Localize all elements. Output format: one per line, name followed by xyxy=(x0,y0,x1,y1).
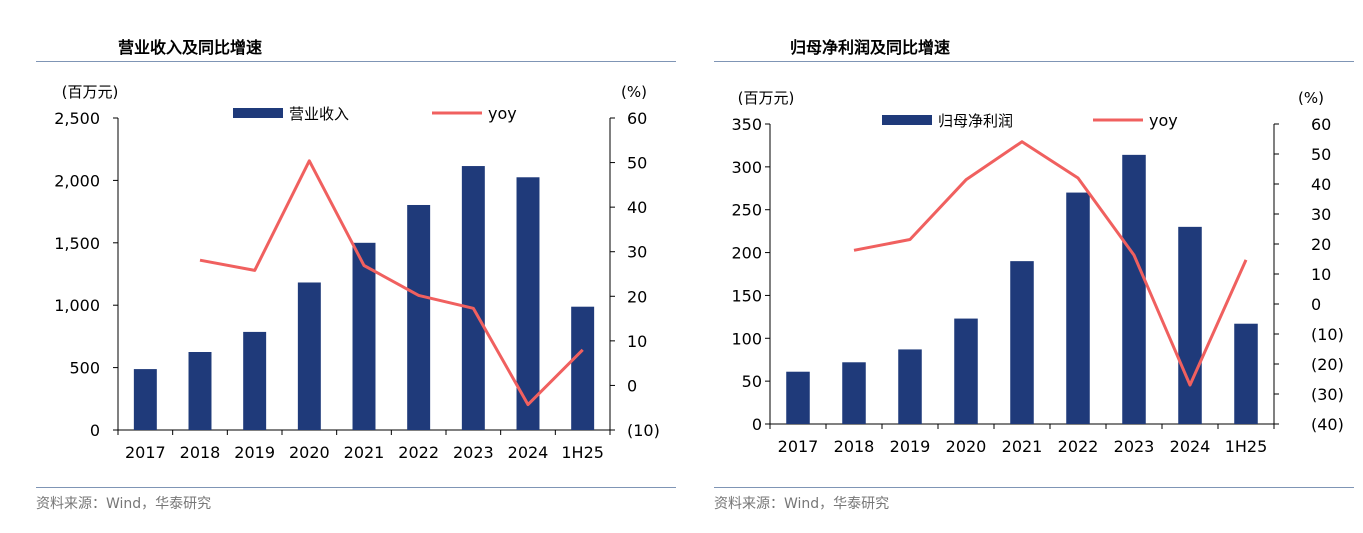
left-tick-label: 1,500 xyxy=(54,234,100,253)
category-label: 2017 xyxy=(125,443,166,462)
category-label: 2024 xyxy=(1170,437,1211,456)
category-label: 2020 xyxy=(289,443,330,462)
right-tick-label: (10) xyxy=(627,421,660,440)
left-tick-label: 250 xyxy=(731,201,762,220)
bar xyxy=(954,318,978,424)
right-tick-label: 40 xyxy=(627,198,647,217)
legend-line-label: yoy xyxy=(1149,111,1178,130)
bar xyxy=(1122,154,1146,424)
category-label: 2021 xyxy=(344,443,385,462)
left-tick-label: 350 xyxy=(731,115,762,134)
left-tick-label: 1,000 xyxy=(54,296,100,315)
title-rule xyxy=(714,61,1354,62)
right-tick-label: 30 xyxy=(627,243,647,262)
left-tick-label: 300 xyxy=(731,158,762,177)
category-label: 1H25 xyxy=(1225,437,1268,456)
chart-title: 归母净利润及同比增速 xyxy=(790,38,951,57)
left-tick-label: 50 xyxy=(742,372,762,391)
bar xyxy=(516,177,540,430)
legend-bar-swatch xyxy=(882,115,932,125)
left-tick-label: 2,000 xyxy=(54,171,100,190)
right-tick-label: 10 xyxy=(627,332,647,351)
source-rule xyxy=(36,487,676,488)
right-tick-label: 60 xyxy=(1311,115,1331,134)
category-label: 2019 xyxy=(890,437,931,456)
category-label: 2017 xyxy=(778,437,819,456)
bar xyxy=(786,371,810,424)
right-tick-label: 40 xyxy=(1311,175,1331,194)
chart-title: 营业收入及同比增速 xyxy=(118,38,263,57)
bar xyxy=(188,352,212,430)
bar xyxy=(407,204,431,430)
right-tick-label: 10 xyxy=(1311,265,1331,284)
bar xyxy=(243,331,267,430)
bar xyxy=(1010,261,1034,424)
bar xyxy=(352,242,376,430)
bar xyxy=(1178,226,1202,424)
left-tick-label: 500 xyxy=(69,359,100,378)
category-label: 2023 xyxy=(1114,437,1155,456)
right-tick-label: 50 xyxy=(1311,145,1331,164)
bar xyxy=(1234,323,1258,424)
left-tick-label: 150 xyxy=(731,286,762,305)
yoy-line xyxy=(199,159,584,407)
chart-panel-net-profit: 归母净利润及同比增速 0 50 100 150 200 250 300 350 (40) (30)… xyxy=(700,0,1363,533)
legend-line-label: yoy xyxy=(488,104,517,123)
right-tick-label: 50 xyxy=(627,154,647,173)
left-tick-label: 100 xyxy=(731,329,762,348)
category-label: 2022 xyxy=(398,443,439,462)
legend-bar-swatch xyxy=(233,108,283,118)
chart-panel-revenue: 营业收入及同比增速 0 500 1,000 1,500 2,000 2,500 (10) 0 1… xyxy=(0,0,680,533)
category-label: 2023 xyxy=(453,443,494,462)
category-label: 2024 xyxy=(508,443,549,462)
source-rule xyxy=(714,487,1354,488)
bar xyxy=(461,166,485,430)
right-tick-label: (10) xyxy=(1311,325,1344,344)
right-tick-label: 0 xyxy=(627,376,637,395)
right-tick-label: 20 xyxy=(1311,235,1331,254)
category-label: 1H25 xyxy=(561,443,604,462)
bar xyxy=(898,349,922,424)
category-label: 2020 xyxy=(946,437,987,456)
right-tick-label: 30 xyxy=(1311,205,1331,224)
revenue-chart: 0 500 1,000 1,500 2,000 2,500 (10) 0 10 20 30 40 50 6… xyxy=(54,83,660,462)
right-tick-label: 20 xyxy=(627,287,647,306)
source-note: 资料来源：Wind，华泰研究 xyxy=(36,496,212,512)
title-rule xyxy=(36,61,676,62)
bar xyxy=(842,362,866,424)
legend-bar-label: 归母净利润 xyxy=(938,112,1013,130)
left-tick-label: 2,500 xyxy=(54,109,100,128)
bar xyxy=(571,306,595,430)
left-tick-label: 200 xyxy=(731,244,762,263)
right-tick-label: (20) xyxy=(1311,355,1344,374)
left-tick-label: 0 xyxy=(752,415,762,434)
yoy-line xyxy=(853,140,1248,387)
source-note: 资料来源：Wind，华泰研究 xyxy=(714,496,890,512)
category-label: 2019 xyxy=(234,443,275,462)
net-profit-chart: 0 50 100 150 200 250 300 350 (40) (30) (20) (10) 0 10… xyxy=(731,89,1344,456)
bar xyxy=(133,369,157,430)
category-label: 2018 xyxy=(834,437,875,456)
left-unit-label: (百万元) xyxy=(62,83,119,101)
category-label: 2022 xyxy=(1058,437,1099,456)
right-tick-label: (40) xyxy=(1311,415,1344,434)
category-label: 2021 xyxy=(1002,437,1043,456)
legend-bar-label: 营业收入 xyxy=(289,105,349,123)
right-unit-label: (%) xyxy=(621,83,647,101)
bar xyxy=(297,282,321,430)
left-tick-label: 0 xyxy=(90,421,100,440)
right-tick-label: 0 xyxy=(1311,295,1321,314)
category-label: 2018 xyxy=(180,443,221,462)
right-tick-label: (30) xyxy=(1311,385,1344,404)
right-tick-label: 60 xyxy=(627,109,647,128)
right-unit-label: (%) xyxy=(1298,89,1324,107)
bar xyxy=(1066,192,1090,424)
left-unit-label: (百万元) xyxy=(738,89,795,107)
